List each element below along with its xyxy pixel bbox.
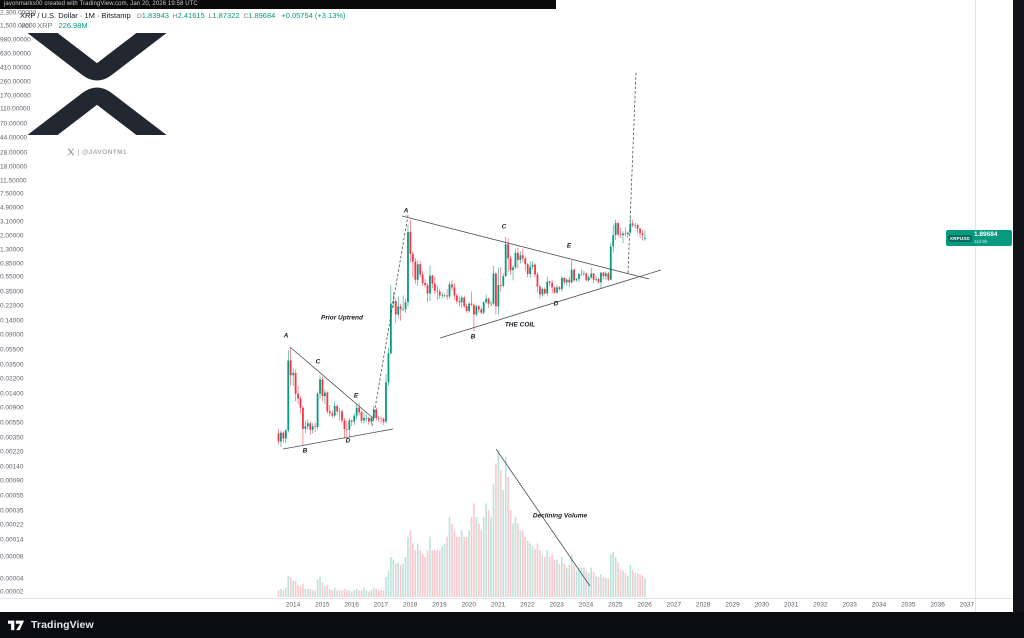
badge-price-block: 1.89684 11d 6h xyxy=(973,231,998,244)
time-axis-separator xyxy=(0,598,1013,599)
xrp-logo-icon xyxy=(27,33,167,135)
badge-symbol-chip: XRPUSD xyxy=(948,234,972,242)
tradingview-brand-link[interactable]: TradingView xyxy=(31,619,94,631)
low-label: L xyxy=(208,13,213,20)
open-value: 1.83943 xyxy=(141,11,169,20)
drawings[interactable] xyxy=(282,71,662,587)
close-label: C xyxy=(243,13,249,20)
volume-pane[interactable] xyxy=(277,450,646,597)
badge-price: 1.89684 xyxy=(973,231,998,238)
handle-separator xyxy=(78,148,80,156)
ohlc-readout: O1.83943 H2.41615 L1.87322 C1.89684 xyxy=(137,11,280,20)
tradingview-logo-icon xyxy=(8,620,25,630)
volume-label[interactable]: Vol · XRP xyxy=(20,21,53,30)
snapshot-meta-text: javonmarks00 created with TradingView.co… xyxy=(4,1,198,7)
x-social-icon xyxy=(67,148,75,156)
author-handle: @JAVONTM1 xyxy=(82,148,127,156)
volume-value: 226.98M xyxy=(58,21,88,30)
low-value: 1.87322 xyxy=(212,11,240,20)
high-value: 2.41615 xyxy=(177,11,205,20)
close-value: 1.89684 xyxy=(248,11,276,20)
symbol-header-row: XRP / U.S. Dollar · 1M · Bitstamp O1.8394… xyxy=(20,11,346,22)
last-price-badge[interactable]: XRPUSD 1.89684 11d 6h xyxy=(946,230,1012,246)
badge-countdown: 11d 6h xyxy=(973,238,988,244)
candles-pane[interactable] xyxy=(277,217,646,448)
attribution-bar: TradingView xyxy=(0,612,1024,638)
volume-header-row: Vol · XRP 226.98M xyxy=(20,21,88,31)
high-label: H xyxy=(172,13,178,20)
author-handle-row: @JAVONTM1 xyxy=(27,148,167,156)
snapshot-meta-bar: javonmarks00 created with TradingView.co… xyxy=(0,0,556,9)
right-edge-strip xyxy=(1013,0,1024,638)
price-axis-separator xyxy=(975,0,976,612)
xrp-watermark: @JAVONTM1 xyxy=(27,33,167,156)
change-value: +0.05754 (+3.13%) xyxy=(281,11,346,20)
open-label: O xyxy=(136,13,142,20)
symbol-title[interactable]: XRP / U.S. Dollar · 1M · Bitstamp xyxy=(20,11,131,20)
